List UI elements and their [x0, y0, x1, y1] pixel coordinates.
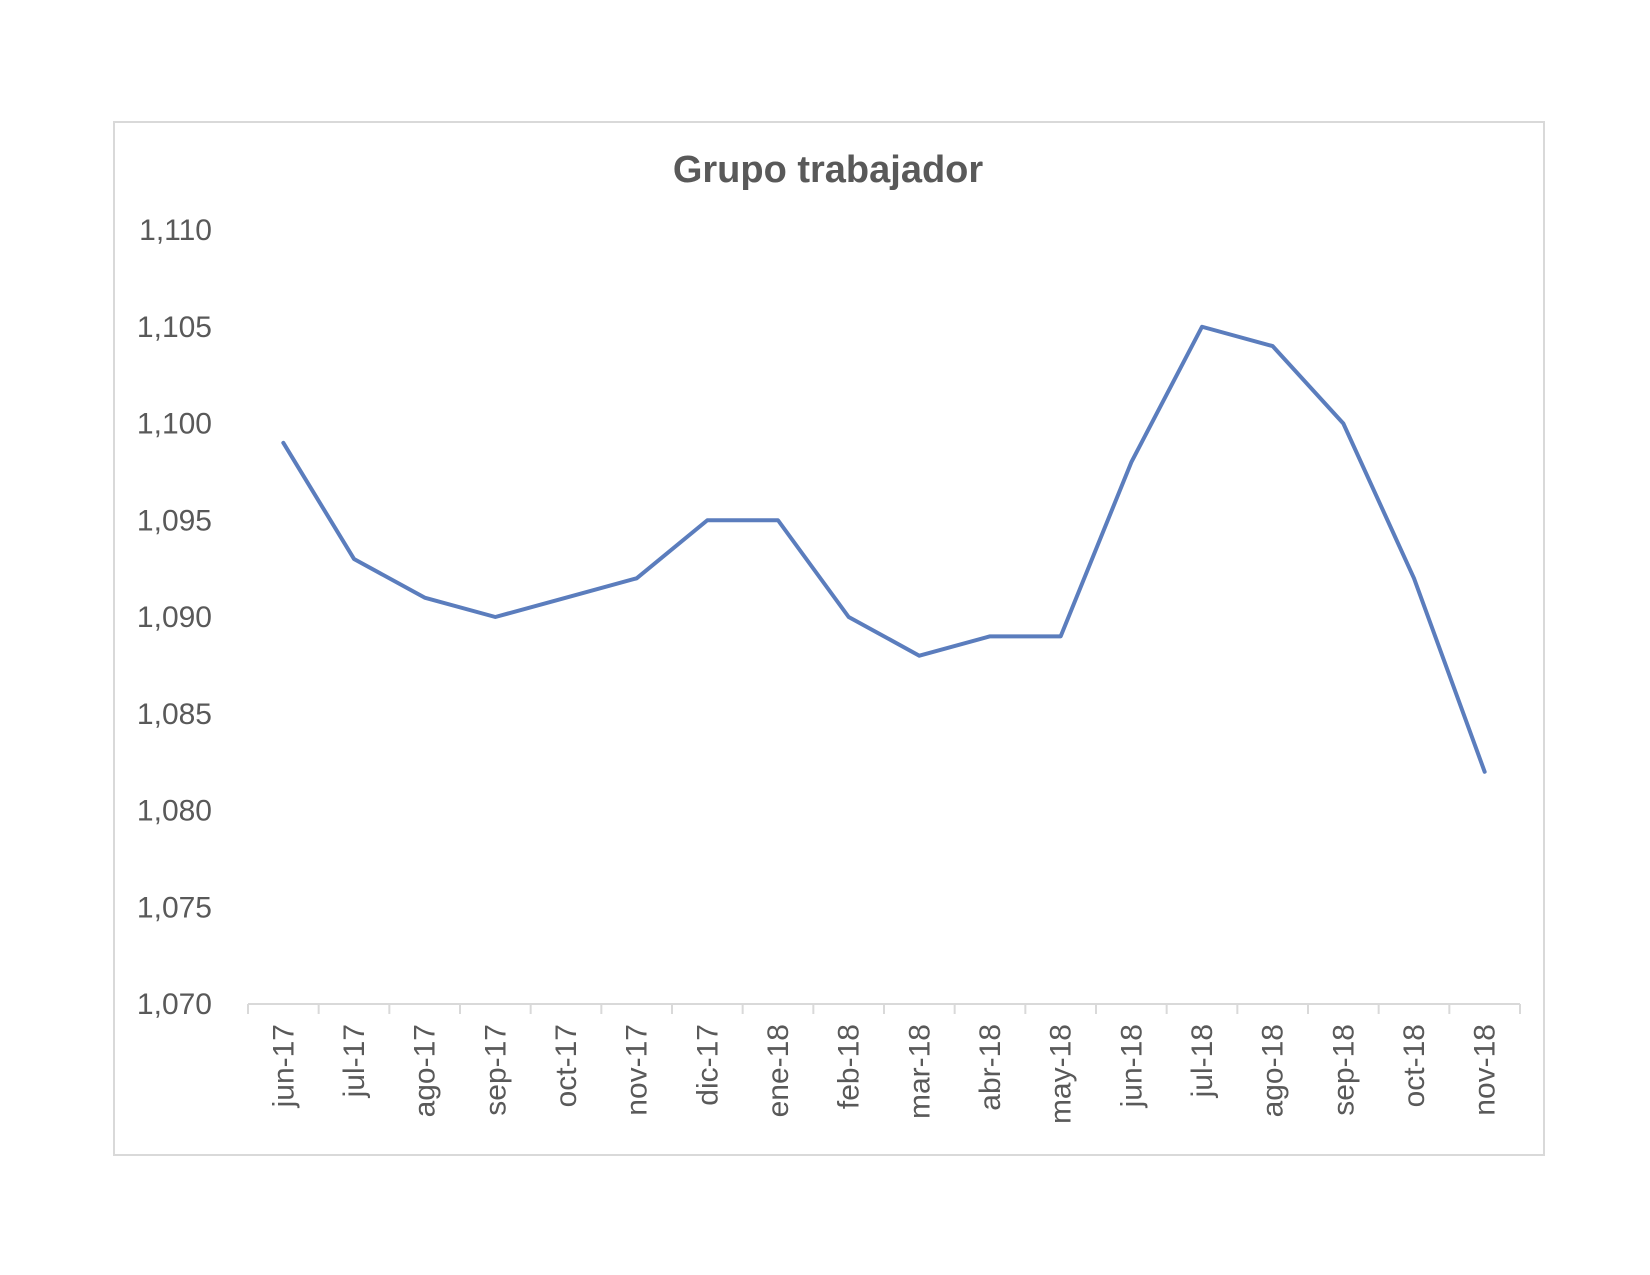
x-tick-label: oct-18 — [1398, 1024, 1431, 1107]
y-tick-label: 1,105 — [137, 311, 212, 344]
x-tick-label: nov-18 — [1469, 1024, 1502, 1116]
x-tick-label: dic-17 — [691, 1024, 724, 1106]
y-tick-label: 1,080 — [137, 795, 212, 828]
x-tick-label: mar-18 — [903, 1024, 936, 1119]
x-tick-label: ago-18 — [1257, 1024, 1290, 1117]
x-tick-label: jun-18 — [1115, 1024, 1148, 1108]
x-tick-label: abr-18 — [974, 1024, 1007, 1111]
plot-area — [281, 324, 1487, 774]
chart-area — [113, 121, 1545, 1156]
y-tick-label: 1,090 — [137, 601, 212, 634]
x-axis: jun-17 jul-17 ago-17 sep-17 oct-17 nov-17 dic-… — [247, 1003, 1521, 1124]
y-tick-label: 1,085 — [137, 698, 212, 731]
y-tick-label: 1,110 — [139, 214, 212, 247]
x-tick-label: ene-18 — [762, 1024, 795, 1117]
y-tick-label: 1,095 — [137, 504, 212, 537]
x-tick-label: nov-17 — [621, 1024, 654, 1116]
y-tick-label: 1,100 — [137, 408, 212, 441]
x-tick-label: sep-18 — [1327, 1024, 1360, 1116]
x-tick-label: jul-17 — [338, 1024, 371, 1098]
y-tick-label: 1,075 — [137, 891, 212, 924]
x-tick-label: oct-17 — [550, 1024, 583, 1107]
x-tick-label: may-18 — [1045, 1024, 1078, 1124]
y-tick-label: 1,070 — [137, 988, 212, 1021]
x-tick-label: sep-17 — [479, 1024, 512, 1116]
x-tick-label: feb-18 — [833, 1024, 866, 1109]
x-tick-label: ago-17 — [409, 1024, 442, 1117]
x-tick-label: jul-18 — [1186, 1024, 1219, 1098]
x-tick-label: jun-17 — [267, 1024, 300, 1108]
series-line — [281, 324, 1487, 774]
y-axis: 1,070 1,075 1,080 1,085 1,090 1,095 1,100 1,105… — [137, 214, 212, 1021]
chart-title: Grupo trabajador — [673, 149, 984, 191]
